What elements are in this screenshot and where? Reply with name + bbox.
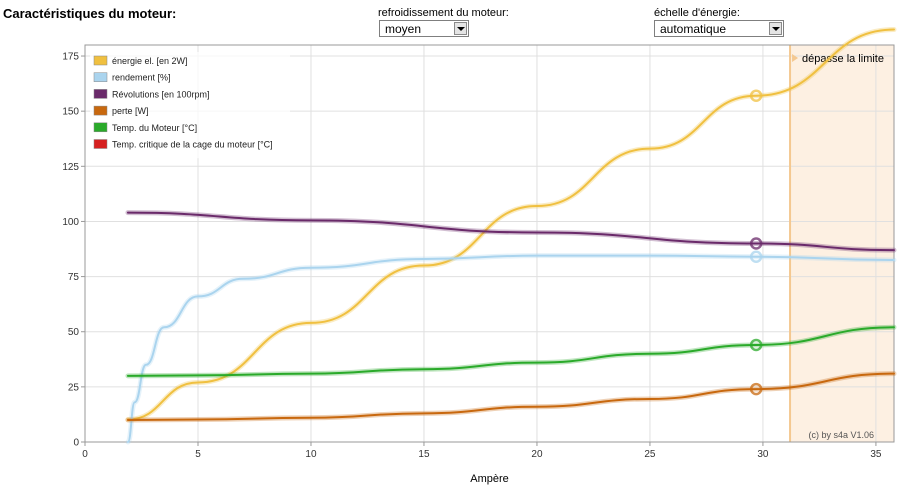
legend-label: rendement [%] bbox=[112, 73, 171, 83]
y-tick-label: 75 bbox=[68, 272, 80, 283]
series-marker bbox=[749, 89, 763, 102]
copyright-annotation: (c) by s4a V1.06 bbox=[808, 430, 874, 440]
energy-scale-select[interactable]: automatique bbox=[654, 20, 784, 37]
series-line-perte bbox=[126, 372, 895, 421]
series-marker bbox=[749, 250, 763, 263]
legend-label: perte [W] bbox=[112, 106, 149, 116]
chevron-down-icon[interactable] bbox=[769, 22, 782, 35]
x-tick-label: 10 bbox=[305, 449, 317, 460]
x-tick-label: 5 bbox=[195, 449, 201, 460]
x-tick-label: 25 bbox=[644, 449, 656, 460]
legend-box bbox=[90, 52, 290, 159]
legend-label: Révolutions [en 100rpm] bbox=[112, 89, 210, 99]
legend-label: énergie el. [en 2W] bbox=[112, 56, 188, 66]
series-marker bbox=[749, 237, 763, 250]
cooling-select[interactable]: moyen bbox=[379, 20, 469, 37]
y-tick-label: 150 bbox=[62, 107, 79, 118]
energy-scale-select-value: automatique bbox=[660, 22, 727, 36]
series-marker bbox=[749, 382, 763, 396]
y-tick-label: 50 bbox=[68, 327, 80, 338]
legend-swatch bbox=[93, 105, 108, 116]
legend-label: Temp. critique de la cage du moteur [°C] bbox=[112, 140, 273, 150]
y-tick-label: 25 bbox=[68, 382, 80, 393]
limit-arrow-icon bbox=[792, 54, 799, 62]
legend-swatch bbox=[93, 89, 108, 99]
y-tick-label: 100 bbox=[62, 217, 79, 228]
x-axis-label: Ampère bbox=[470, 473, 509, 485]
y-tick-label: 125 bbox=[62, 162, 79, 173]
y-tick-label: 0 bbox=[73, 438, 79, 449]
series-line-nergie bbox=[126, 28, 895, 421]
page-title: Caractéristiques du moteur: bbox=[3, 6, 177, 21]
energy-scale-label: échelle d'énergie: bbox=[654, 7, 740, 19]
legend-swatch bbox=[93, 139, 108, 149]
plot-frame bbox=[84, 44, 895, 443]
x-tick-label: 30 bbox=[757, 449, 769, 460]
x-tick-label: 35 bbox=[870, 449, 882, 460]
x-tick-label: 20 bbox=[531, 449, 543, 460]
cooling-select-value: moyen bbox=[385, 22, 422, 36]
legend-swatch bbox=[93, 72, 108, 82]
y-tick-label: 175 bbox=[62, 52, 79, 63]
x-tick-label: 0 bbox=[82, 449, 88, 460]
series-line-rendement bbox=[126, 254, 895, 443]
series-marker bbox=[749, 338, 763, 352]
series-line-rvolutions bbox=[126, 211, 895, 252]
limit-label: dépasse la limite bbox=[802, 53, 884, 65]
x-tick-label: 15 bbox=[418, 449, 430, 460]
chevron-down-icon[interactable] bbox=[454, 22, 467, 35]
legend-swatch bbox=[93, 122, 108, 133]
series-line-temp bbox=[126, 326, 895, 377]
cooling-label: refroidissement du moteur: bbox=[378, 7, 509, 19]
legend-label: Temp. du Moteur [°C] bbox=[112, 123, 197, 133]
legend-swatch bbox=[93, 55, 108, 66]
